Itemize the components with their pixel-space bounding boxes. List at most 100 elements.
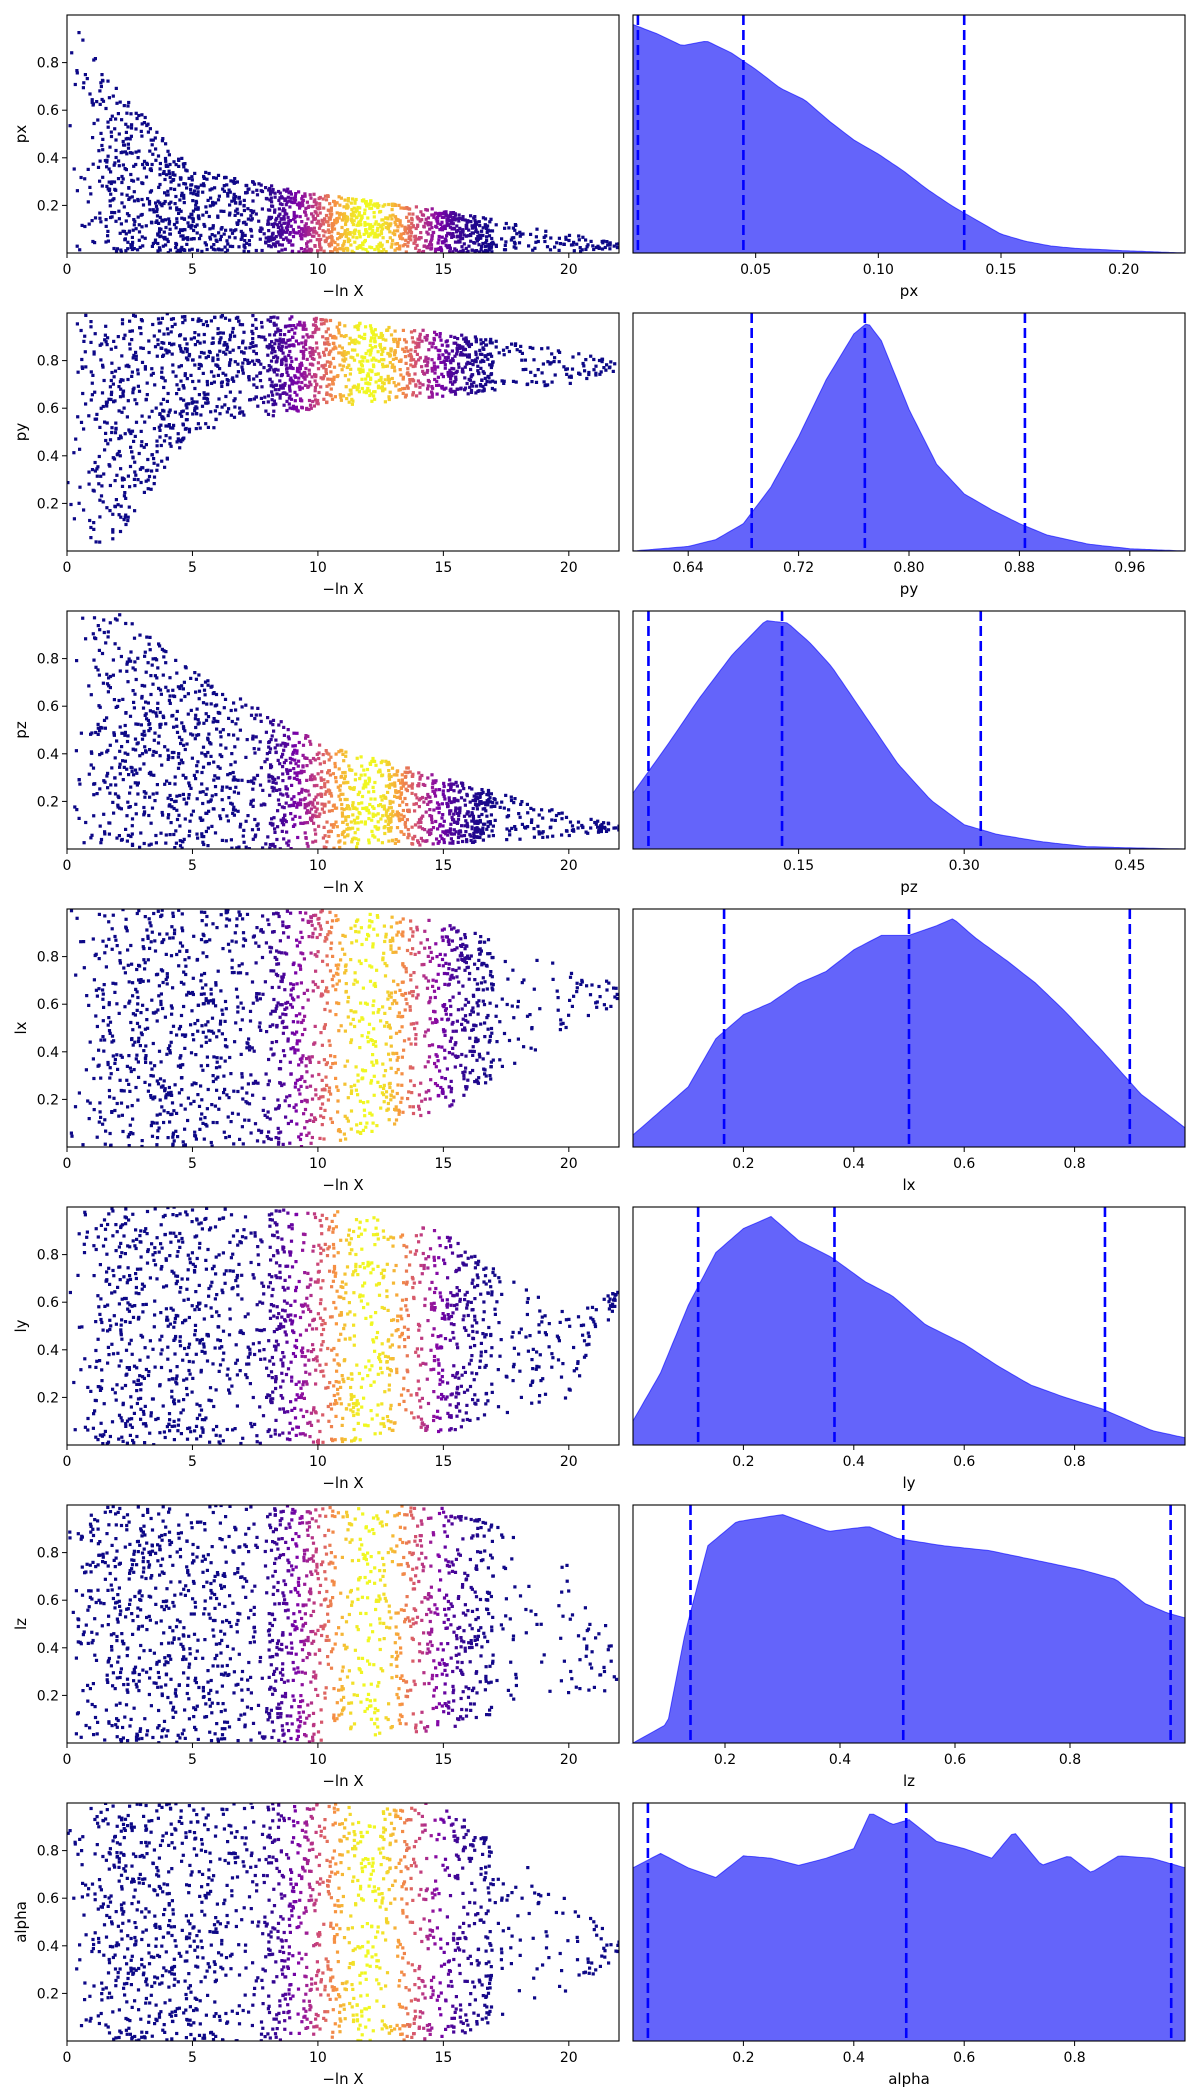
scatter-point <box>303 248 307 252</box>
scatter-point <box>439 360 443 364</box>
scatter-point <box>202 721 206 725</box>
scatter-point <box>482 347 486 351</box>
scatter-point <box>252 362 257 366</box>
scatter-point <box>109 392 113 397</box>
scatter-point <box>300 386 304 390</box>
scatter-point <box>483 376 487 380</box>
scatter-point <box>212 778 216 782</box>
scatter-point <box>142 813 146 817</box>
scatter-point <box>81 391 85 396</box>
scatter-point <box>206 762 211 766</box>
y-axis-label: px <box>12 125 30 144</box>
scatter-point <box>151 241 155 246</box>
scatter-point <box>262 802 266 806</box>
scatter-point <box>102 812 106 816</box>
scatter-point <box>478 352 482 356</box>
scatter-point <box>102 630 106 635</box>
scatter-point <box>101 363 105 367</box>
scatter-point <box>252 781 256 785</box>
scatter-point <box>118 725 122 729</box>
scatter-point <box>97 704 101 708</box>
scatter-point <box>489 246 493 250</box>
scatter-point <box>450 349 454 353</box>
scatter-point <box>309 354 313 358</box>
scatter-point <box>469 390 474 394</box>
scatter-point <box>75 189 79 193</box>
scatter-point <box>435 392 439 396</box>
scatter-point <box>233 360 237 364</box>
scatter-point <box>194 725 198 730</box>
scatter-point <box>185 186 189 190</box>
scatter-point <box>134 162 138 167</box>
scatter-point <box>310 778 314 782</box>
scatter-point <box>407 373 411 377</box>
scatter-point <box>215 727 219 731</box>
scatter-point <box>189 337 193 341</box>
scatter-point <box>123 333 127 337</box>
scatter-point <box>394 242 398 246</box>
scatter-point <box>461 839 465 844</box>
scatter-point <box>121 759 125 763</box>
scatter-point <box>317 824 321 828</box>
scatter-point <box>173 775 177 779</box>
scatter-point <box>497 351 501 355</box>
scatter-point <box>553 245 557 249</box>
scatter-point <box>181 422 185 426</box>
scatter-point <box>298 815 302 819</box>
scatter-point <box>136 156 140 160</box>
scatter-point <box>149 821 153 825</box>
scatter-point <box>151 710 155 714</box>
scatter-point <box>450 227 454 231</box>
scatter-point <box>146 718 150 723</box>
scatter-point <box>518 230 522 234</box>
scatter-point <box>380 352 384 356</box>
scatter-point <box>459 351 463 355</box>
scatter-point <box>122 336 126 341</box>
scatter-point <box>343 217 347 221</box>
scatter-point <box>252 209 256 213</box>
scatter-point <box>385 762 389 767</box>
scatter-point <box>341 247 345 251</box>
scatter-point <box>273 208 277 212</box>
scatter-point <box>180 228 184 233</box>
scatter-point <box>113 505 117 509</box>
scatter-point <box>388 354 392 358</box>
scatter-point <box>316 219 321 223</box>
scatter-point <box>374 220 378 224</box>
scatter-point <box>224 352 228 356</box>
scatter-point <box>135 402 139 406</box>
scatter-point <box>343 841 347 845</box>
scatter-point <box>165 779 169 783</box>
scatter-point <box>176 766 181 770</box>
scatter-point <box>132 223 136 227</box>
scatter-point <box>337 331 341 335</box>
scatter-point <box>476 237 480 241</box>
scatter-point <box>142 841 146 846</box>
x-axis-label: px <box>900 282 919 300</box>
scatter-point <box>315 783 319 788</box>
scatter-point <box>469 388 474 393</box>
scatter-point <box>279 818 283 822</box>
scatter-point <box>313 323 317 327</box>
scatter-point <box>169 187 173 191</box>
scatter-point <box>295 381 299 385</box>
scatter-point <box>485 380 489 384</box>
scatter-point <box>371 224 375 229</box>
scatter-point <box>206 736 210 740</box>
scatter-point <box>134 350 138 354</box>
scatter-point <box>124 130 128 134</box>
scatter-point <box>357 213 361 217</box>
scatter-point <box>397 203 401 207</box>
scatter-point <box>326 220 330 224</box>
scatter-point <box>104 240 108 244</box>
scatter-point <box>459 249 463 253</box>
scatter-point <box>478 795 482 799</box>
scatter-point <box>152 749 156 754</box>
scatter-point <box>381 365 385 369</box>
scatter-point <box>98 498 102 502</box>
scatter-point <box>173 799 177 804</box>
scatter-point <box>460 333 464 337</box>
scatter-point <box>396 225 400 229</box>
scatter-point <box>110 114 114 118</box>
scatter-point <box>387 381 391 385</box>
